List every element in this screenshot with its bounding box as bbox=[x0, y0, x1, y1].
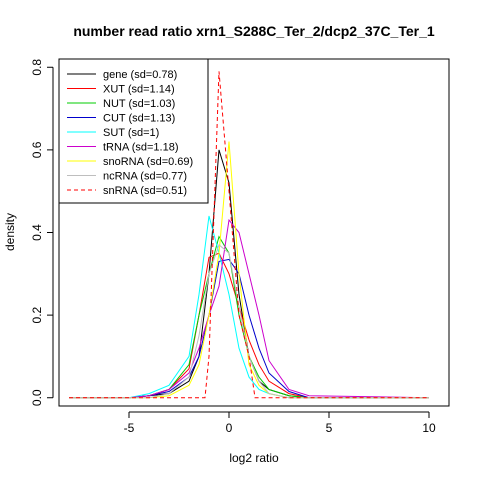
legend-label-6: snoRNA (sd=0.69) bbox=[103, 156, 193, 168]
x-axis: -5 0 5 10 bbox=[124, 411, 436, 435]
y-tick-label: 0.0 bbox=[30, 389, 44, 406]
series-lines bbox=[69, 71, 430, 399]
x-tick-label: 0 bbox=[226, 421, 233, 435]
plot-frame bbox=[58, 58, 450, 407]
x-tick-label: -5 bbox=[124, 421, 135, 435]
x-axis-label: log2 ratio bbox=[229, 451, 279, 465]
series-line-7 bbox=[69, 244, 429, 399]
chart-title: number read ratio xrn1_S288C_Ter_2/dcp2_… bbox=[73, 23, 435, 39]
y-axis-label: density bbox=[3, 213, 17, 251]
legend-label-7: ncRNA (sd=0.77) bbox=[103, 171, 187, 183]
y-axis: 0.0 0.2 0.4 0.6 0.8 bbox=[30, 59, 54, 406]
x-tick-label: 10 bbox=[422, 421, 436, 435]
legend: gene (sd=0.78) XUT (sd=1.14) NUT (sd=1.03)… bbox=[58, 58, 209, 204]
series-line-4 bbox=[69, 215, 429, 399]
legend-label-0: gene (sd=0.78) bbox=[103, 69, 177, 81]
series-line-8 bbox=[69, 71, 429, 399]
y-tick-label: 0.8 bbox=[30, 59, 44, 76]
y-tick-label: 0.4 bbox=[30, 224, 44, 241]
y-tick-label: 0.6 bbox=[30, 141, 44, 158]
legend-label-5: tRNA (sd=1.18) bbox=[103, 142, 179, 154]
legend-label-3: CUT (sd=1.13) bbox=[103, 113, 175, 125]
legend-label-8: snRNA (sd=0.51) bbox=[103, 185, 187, 197]
x-tick-label: 5 bbox=[326, 421, 333, 435]
legend-box bbox=[58, 58, 209, 204]
legend-label-2: NUT (sd=1.03) bbox=[103, 98, 175, 110]
legend-label-1: XUT (sd=1.14) bbox=[103, 84, 175, 96]
series-line-3 bbox=[69, 258, 429, 399]
y-tick-label: 0.2 bbox=[30, 306, 44, 323]
legend-label-4: SUT (sd=1) bbox=[103, 127, 159, 139]
series-line-2 bbox=[69, 235, 429, 399]
series-line-5 bbox=[69, 218, 430, 399]
